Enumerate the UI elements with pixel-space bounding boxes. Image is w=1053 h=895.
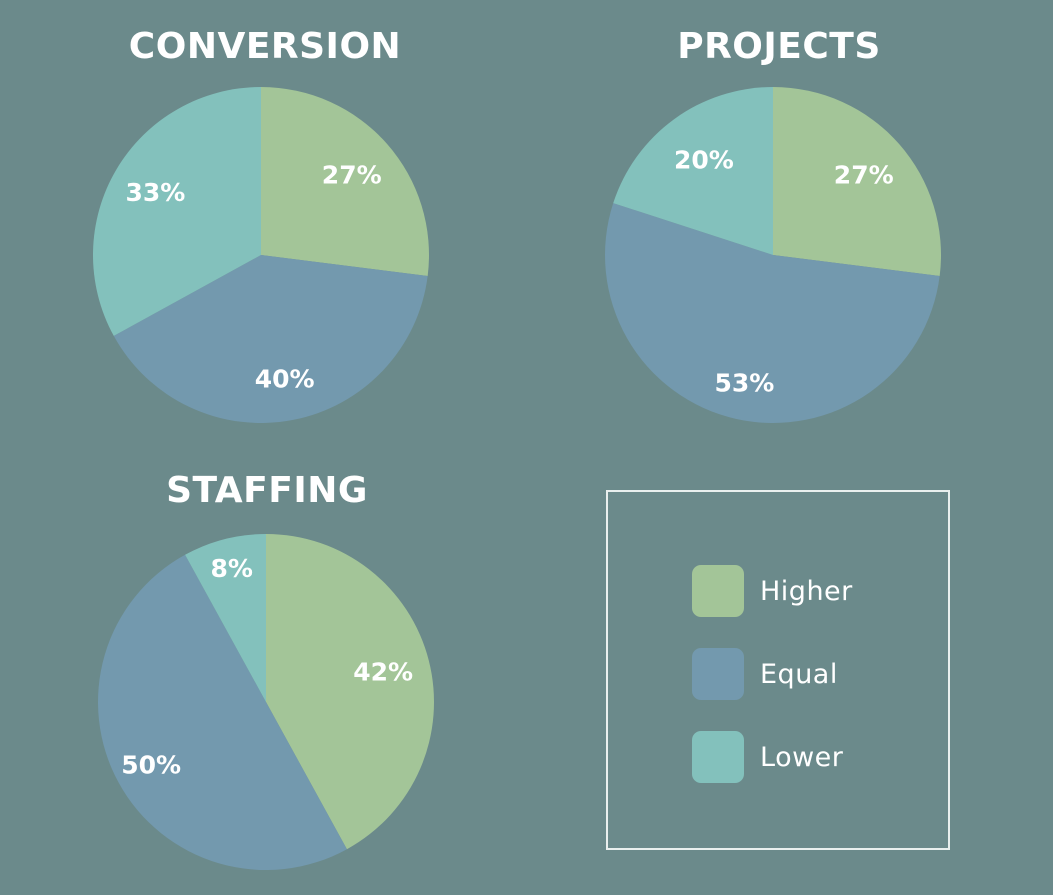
- pie-slice-conversion-lower: [92, 87, 261, 336]
- legend-swatch-equal: [692, 648, 744, 700]
- data-label-conversion-higher: 27%: [322, 161, 382, 190]
- legend-item-equal: Equal: [692, 648, 838, 700]
- legend-swatch-higher: [692, 565, 744, 617]
- legend-item-higher: Higher: [692, 565, 853, 617]
- chart-title-projects: PROJECTS: [677, 26, 881, 67]
- legend-swatch-lower: [692, 731, 744, 783]
- pie-slice-conversion-equal: [113, 255, 428, 424]
- data-label-conversion-equal: 40%: [255, 364, 315, 393]
- data-label-conversion-lower: 33%: [126, 178, 186, 207]
- legend-label-equal: Equal: [760, 658, 838, 690]
- pie-slice-conversion-higher: [261, 87, 429, 277]
- chart-title-staffing: STAFFING: [166, 470, 368, 511]
- legend-item-lower: Lower: [692, 731, 843, 783]
- chart-title-conversion: CONVERSION: [128, 26, 402, 67]
- legend: Higher Equal Lower: [606, 490, 950, 850]
- legend-label-higher: Higher: [760, 575, 853, 607]
- legend-label-lower: Lower: [760, 741, 844, 773]
